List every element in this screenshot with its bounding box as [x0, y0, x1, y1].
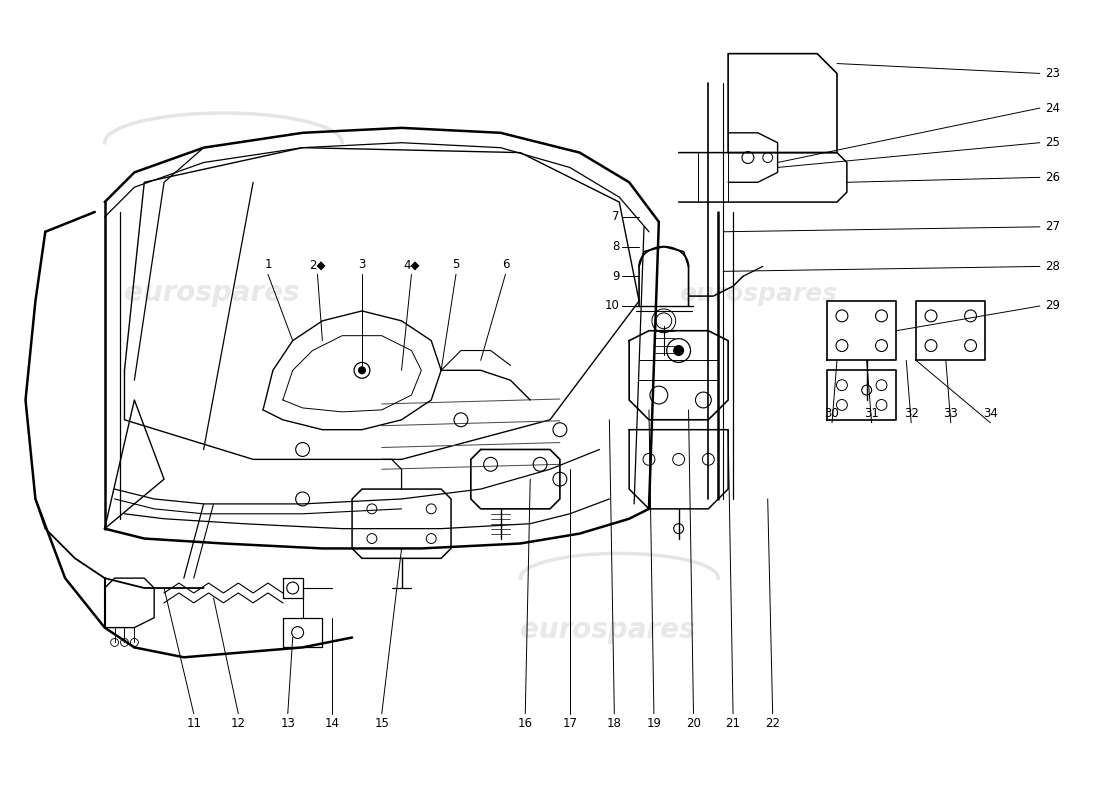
Text: 33: 33: [944, 406, 958, 420]
Text: 27: 27: [1045, 220, 1059, 234]
Circle shape: [673, 346, 683, 355]
Text: 18: 18: [607, 717, 621, 730]
Text: 15: 15: [374, 717, 389, 730]
Text: 21: 21: [726, 717, 740, 730]
Text: 23: 23: [1045, 67, 1059, 80]
Text: 2◆: 2◆: [309, 258, 326, 271]
Text: 20: 20: [686, 717, 701, 730]
Text: 10: 10: [604, 299, 619, 313]
Text: 22: 22: [766, 717, 780, 730]
Circle shape: [359, 367, 365, 374]
Text: 14: 14: [324, 717, 340, 730]
Text: 4◆: 4◆: [404, 258, 420, 271]
Text: 1: 1: [264, 258, 272, 271]
Text: 32: 32: [904, 406, 918, 420]
Text: 29: 29: [1045, 299, 1059, 313]
Text: 28: 28: [1045, 260, 1059, 273]
Text: 19: 19: [647, 717, 661, 730]
Text: 5: 5: [452, 258, 460, 271]
Text: 30: 30: [825, 406, 839, 420]
Text: 8: 8: [612, 240, 619, 253]
Text: 9: 9: [612, 270, 619, 283]
Text: 7: 7: [612, 210, 619, 223]
Text: 16: 16: [518, 717, 532, 730]
Text: eurospares: eurospares: [679, 282, 837, 306]
Text: 6: 6: [502, 258, 509, 271]
Text: 34: 34: [983, 406, 998, 420]
Text: 24: 24: [1045, 102, 1059, 114]
Text: 26: 26: [1045, 171, 1059, 184]
Text: 31: 31: [865, 406, 879, 420]
Text: 12: 12: [231, 717, 245, 730]
Text: eurospares: eurospares: [520, 615, 696, 643]
Text: eurospares: eurospares: [124, 279, 300, 307]
Text: 25: 25: [1045, 136, 1059, 150]
Text: 17: 17: [562, 717, 578, 730]
Text: 11: 11: [186, 717, 201, 730]
Text: 13: 13: [280, 717, 295, 730]
Text: 3: 3: [359, 258, 365, 271]
